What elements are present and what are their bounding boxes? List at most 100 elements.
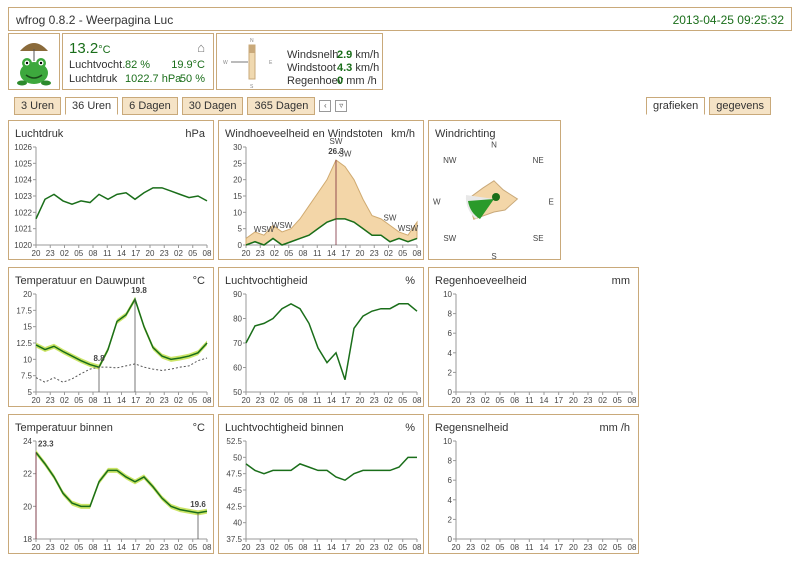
y-tick-label: 15 (23, 323, 32, 332)
x-tick-label: 05 (613, 543, 622, 552)
y-tick-label: 12.5 (16, 339, 32, 348)
x-tick-label: 05 (398, 396, 407, 405)
y-tick-label: 10 (443, 290, 452, 299)
pressure-value: 1022.7 hPa (125, 73, 182, 85)
humidity-in-chart: 37.5 40 42.5 45 47.5 50 52.5 20 23 02 05 08 11 14 17 20… (226, 437, 422, 552)
y-tick-label: 25 (233, 159, 242, 168)
rainrate-panel: Regensnelheid mm /h 0 2 4 6 8 10 20 23 02 05 08 11 1… (428, 414, 639, 554)
y-tick-label: 17.5 (16, 306, 32, 315)
x-tick-label: 05 (74, 543, 83, 552)
x-tick-label: 08 (510, 543, 519, 552)
rain-rate: 0 mm /h (337, 75, 377, 87)
temp-in-line (35, 451, 208, 514)
x-tick-label: 17 (131, 396, 140, 405)
pressure-panel: Luchtdruk hPa 1020 1021 1022 1023 1024 1025 10… (8, 120, 214, 260)
y-tick-label: 40 (233, 519, 242, 528)
rain-unit: mm (611, 275, 630, 287)
indoor-temp: 19.9°C (171, 59, 205, 71)
x-tick-label: 11 (525, 396, 534, 405)
y-tick-label: 2 (448, 368, 453, 377)
x-tick-label: 08 (510, 396, 519, 405)
x-tick-label: 02 (270, 249, 279, 258)
x-tick-label: 05 (398, 543, 407, 552)
x-tick-label: 14 (117, 396, 126, 405)
prev-icon[interactable]: ‹ (319, 100, 332, 112)
x-tick-label: 14 (540, 543, 549, 552)
pressure-label: Luchtdruk (69, 73, 118, 85)
x-tick-label: 20 (242, 543, 251, 552)
x-tick-label: 02 (60, 396, 69, 405)
compass-s: S (491, 252, 496, 261)
x-tick-label: 20 (146, 249, 155, 258)
wind-dir-label: WSW (272, 221, 293, 230)
wind-speed-line (245, 218, 418, 246)
compass-nw: NW (443, 156, 457, 165)
x-tick-label: 08 (628, 543, 637, 552)
y-tick-label: 45 (233, 486, 242, 495)
x-tick-label: 23 (370, 396, 379, 405)
x-tick-label: 23 (160, 396, 169, 405)
y-tick-label: 50 (233, 453, 242, 462)
x-tick-label: 02 (598, 543, 607, 552)
y-tick-label: 8 (448, 457, 453, 466)
y-tick-label: 5 (28, 388, 33, 397)
humidity-in-panel: Luchtvochtigheid binnen % 37.5 40 42.5 45 47… (218, 414, 424, 554)
y-tick-label: 47.5 (226, 470, 242, 479)
title-bar: wfrog 0.8.2 - Weerpagina Luc 2013-04-25 … (8, 7, 792, 31)
x-tick-label: 20 (452, 543, 461, 552)
wind-speed: 2.9 km/h (337, 49, 380, 61)
x-tick-label: 23 (466, 396, 475, 405)
x-tick-label: 17 (341, 396, 350, 405)
tab-gegevens[interactable]: gegevens (709, 97, 771, 115)
temp-in-unit: °C (192, 422, 205, 434)
x-tick-label: 05 (398, 249, 407, 258)
x-tick-label: 08 (413, 396, 422, 405)
wind-gust: 4.3 km/h (337, 62, 380, 74)
wind-panel: Windhoeveelheid en Windstoten km/h 0 5 10 1… (218, 120, 424, 260)
x-tick-label: 02 (598, 396, 607, 405)
tab-365-dagen[interactable]: 365 Dagen (247, 97, 316, 115)
y-tick-label: 2 (448, 515, 453, 524)
wind-title: Windhoeveelheid en Windstoten (225, 128, 383, 140)
svg-text:N: N (250, 38, 254, 44)
x-tick-label: 23 (370, 249, 379, 258)
y-tick-label: 37.5 (226, 535, 242, 544)
tab-6-dagen[interactable]: 6 Dagen (122, 97, 178, 115)
tab-30-dagen[interactable]: 30 Dagen (181, 97, 244, 115)
y-tick-label: 1024 (14, 176, 32, 185)
wind-speed-label: Windsnelh (287, 49, 339, 61)
compass-sw: SW (443, 234, 456, 243)
humidity-unit: % (405, 275, 415, 287)
x-tick-label: 05 (188, 396, 197, 405)
y-tick-label: 20 (23, 502, 32, 511)
tab-grafieken[interactable]: grafieken (646, 97, 706, 115)
tab-36-uren[interactable]: 36 Uren (65, 97, 119, 115)
y-tick-label: 10 (443, 437, 452, 446)
outdoor-temp: 13.2°C (69, 40, 111, 57)
y-tick-label: 0 (448, 535, 453, 544)
y-tick-label: 10 (233, 208, 242, 217)
x-tick-label: 02 (174, 249, 183, 258)
x-tick-label: 20 (569, 396, 578, 405)
temp-line (35, 297, 208, 369)
compass-ne: NE (533, 156, 544, 165)
compass-se: SE (533, 234, 544, 243)
y-tick-label: 90 (233, 290, 242, 299)
datetime: 2013-04-25 09:25:32 (672, 13, 784, 27)
tab-3-uren[interactable]: 3 Uren (14, 97, 62, 115)
rainrate-title: Regensnelheid (435, 422, 509, 434)
x-tick-label: 14 (327, 249, 336, 258)
y-tick-label: 4 (448, 496, 453, 505)
dropdown-icon[interactable]: ▿ (335, 100, 348, 112)
y-tick-label: 22 (23, 470, 32, 479)
humidity-in-unit: % (405, 422, 415, 434)
frog-logo (8, 33, 60, 90)
pressure-title: Luchtdruk (15, 128, 64, 140)
y-tick-label: 52.5 (226, 437, 242, 446)
x-tick-label: 08 (203, 396, 212, 405)
x-tick-label: 20 (146, 543, 155, 552)
x-tick-label: 11 (103, 249, 112, 258)
x-tick-label: 11 (313, 396, 322, 405)
x-tick-label: 05 (496, 396, 505, 405)
